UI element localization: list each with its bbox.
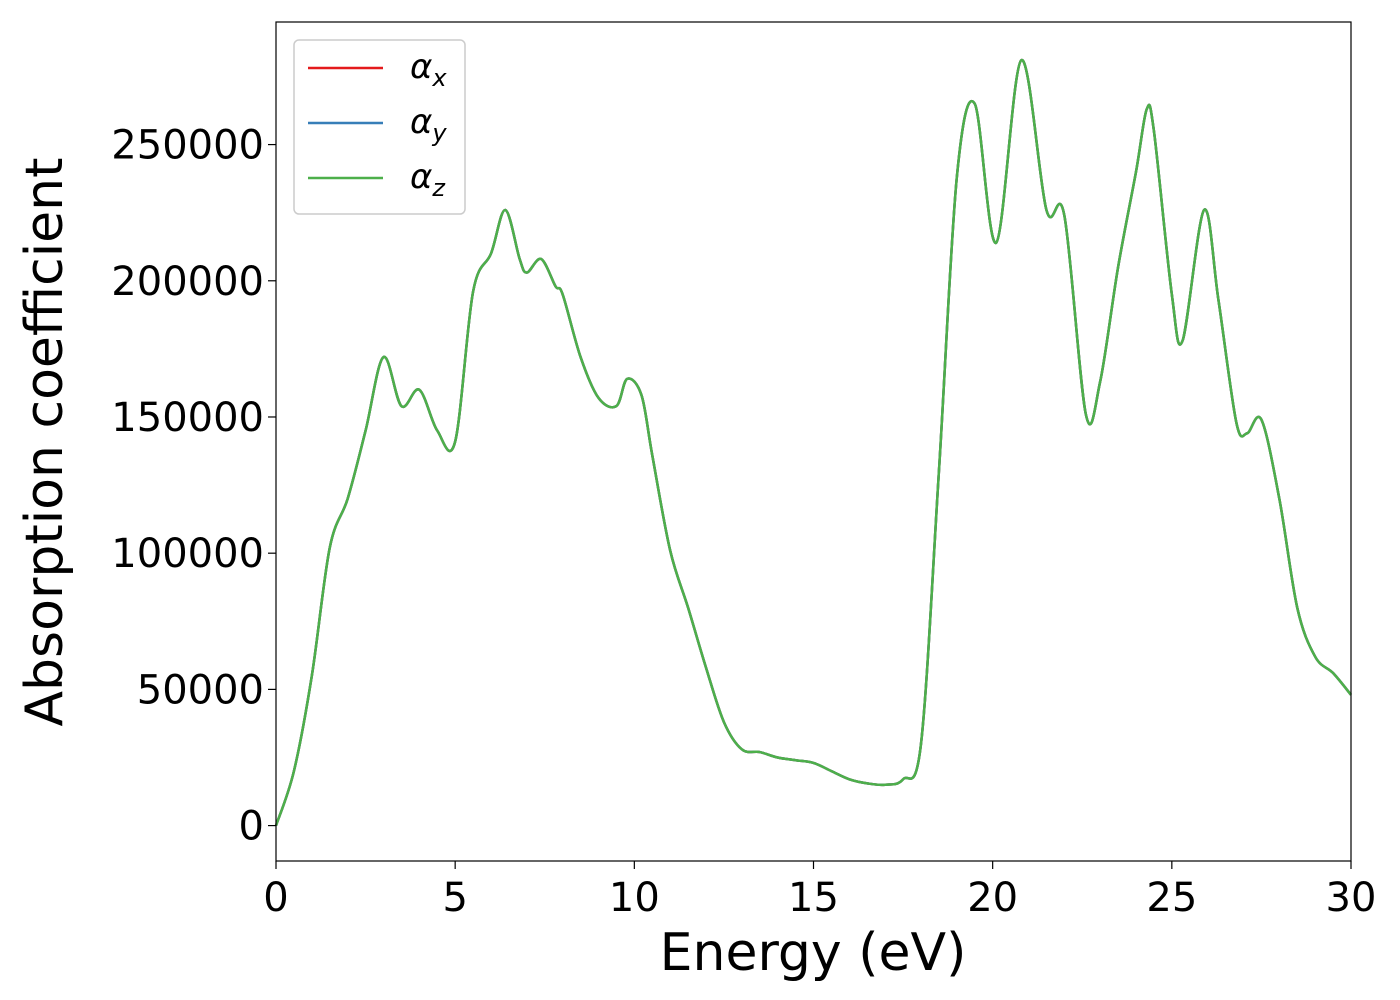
y-tick-label: 150000 bbox=[111, 395, 264, 441]
legend-label-z: αz bbox=[410, 157, 446, 202]
x-axis-label: Energy (eV) bbox=[660, 923, 967, 983]
x-tick-label: 10 bbox=[609, 875, 660, 921]
x-axis-ticks: 0 5 10 15 20 25 30 bbox=[263, 861, 1376, 921]
legend-label-x: αx bbox=[410, 47, 447, 92]
legend-label-y: αy bbox=[410, 102, 447, 147]
y-axis-label: Absorption coefficient bbox=[15, 157, 75, 726]
legend: αx αy αz bbox=[293, 39, 466, 215]
legend-frame bbox=[293, 39, 466, 215]
y-tick-label: 50000 bbox=[137, 667, 264, 713]
y-tick-label: 250000 bbox=[111, 123, 264, 169]
series-line-z bbox=[274, 58, 1352, 826]
y-tick-label: 0 bbox=[239, 804, 264, 850]
x-tick-label: 15 bbox=[788, 875, 839, 921]
x-tick-label: 25 bbox=[1146, 875, 1197, 921]
series-layer bbox=[274, 58, 1352, 826]
x-tick-label: 0 bbox=[263, 875, 288, 921]
x-tick-label: 20 bbox=[967, 875, 1018, 921]
x-tick-label: 5 bbox=[442, 875, 467, 921]
y-axis-ticks: 0 50000 100000 150000 200000 250000 bbox=[111, 123, 276, 850]
y-tick-label: 200000 bbox=[111, 259, 264, 305]
y-tick-label: 100000 bbox=[111, 531, 264, 577]
x-tick-label: 30 bbox=[1326, 875, 1377, 921]
